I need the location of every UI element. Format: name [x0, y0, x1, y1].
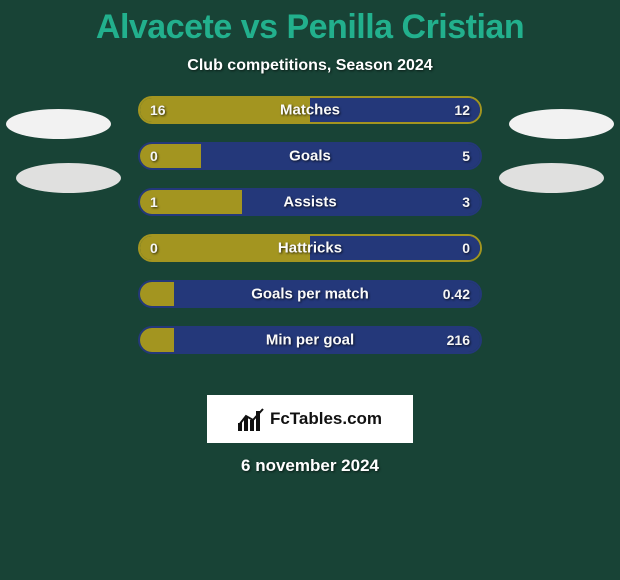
stat-value-right: 216 — [447, 332, 470, 348]
stat-fill-right — [242, 190, 480, 214]
player-right-oval — [509, 109, 614, 139]
logo-text: FcTables.com — [270, 409, 382, 429]
stat-row: Goals05 — [138, 142, 482, 170]
stat-row: Min per goal216 — [138, 326, 482, 354]
stat-value-left: 0 — [150, 240, 158, 256]
stat-fill-left — [140, 236, 310, 260]
stat-fill-left — [140, 282, 174, 306]
stat-fill-right — [174, 282, 480, 306]
stat-fill-right — [310, 236, 480, 260]
stat-bars: Matches1612Goals05Assists13Hattricks00Go… — [138, 96, 482, 372]
stat-row: Goals per match0.42 — [138, 280, 482, 308]
stat-value-right: 5 — [462, 148, 470, 164]
stat-value-left: 0 — [150, 148, 158, 164]
stat-fill-right — [201, 144, 480, 168]
stat-row: Matches1612 — [138, 96, 482, 124]
stat-fill-right — [174, 328, 480, 352]
player-left-oval-shadow — [16, 163, 121, 193]
stat-value-right: 3 — [462, 194, 470, 210]
player-right-oval-shadow — [499, 163, 604, 193]
chart-icon — [238, 407, 264, 431]
player-left-oval — [6, 109, 111, 139]
stat-value-left: 16 — [150, 102, 166, 118]
stat-value-left: 1 — [150, 194, 158, 210]
stat-row: Assists13 — [138, 188, 482, 216]
stat-value-right: 0.42 — [443, 286, 470, 302]
stat-fill-left — [140, 328, 174, 352]
date-label: 6 november 2024 — [0, 456, 620, 476]
stat-row: Hattricks00 — [138, 234, 482, 262]
fctables-logo: FcTables.com — [207, 395, 413, 443]
stat-value-right: 0 — [462, 240, 470, 256]
page-title: Alvacete vs Penilla Cristian — [0, 0, 620, 47]
subtitle: Club competitions, Season 2024 — [0, 57, 620, 75]
stat-value-right: 12 — [454, 102, 470, 118]
